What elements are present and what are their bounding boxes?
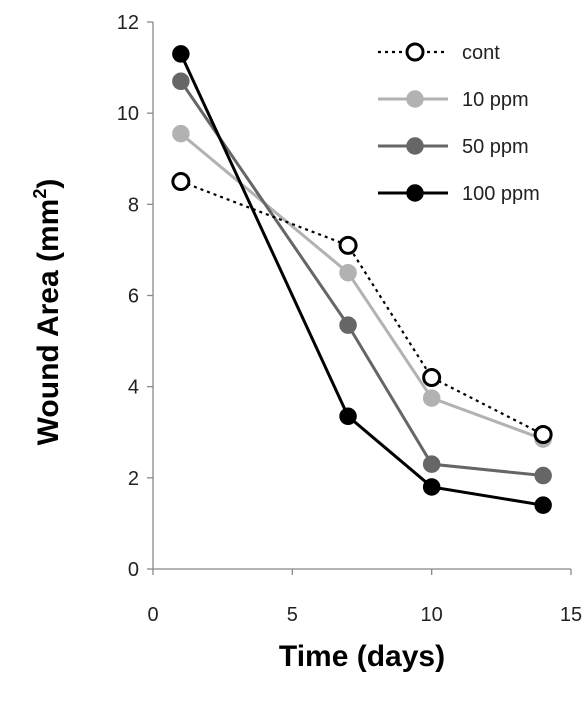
y-axis-title: Wound Area (mm2) [30, 179, 65, 446]
data-point-50-ppm [422, 455, 441, 473]
y-axis-title-superscript: 2 [30, 189, 50, 199]
series-line-cont [180, 180, 544, 436]
legend-marker-100-ppm [406, 184, 424, 202]
legend-label-10-ppm: 10 ppm [462, 89, 529, 111]
data-point-100-ppm [172, 45, 190, 63]
series-line-50-ppm [179, 80, 544, 478]
data-point-cont [338, 235, 358, 255]
data-point-10-ppm [422, 389, 441, 407]
y-tick-label: 6 [128, 286, 139, 308]
series-cont [171, 172, 553, 445]
legend-item-10-ppm: 10 ppm [378, 89, 529, 111]
data-point-100-ppm [339, 407, 357, 426]
data-point-100-ppm [534, 496, 552, 514]
legend-marker-10-ppm [406, 90, 424, 108]
data-point-cont [171, 172, 191, 192]
y-axis-ticks: 0 2 4 6 8 10 12 [117, 12, 153, 581]
data-point-50-ppm [339, 316, 357, 334]
data-point-50-ppm [534, 466, 552, 485]
x-tick-label: 0 [147, 604, 158, 626]
legend-item-50-ppm: 50 ppm [378, 136, 529, 158]
data-point-cont [422, 368, 442, 388]
legend-item-cont: cont [378, 42, 500, 64]
x-tick-label: 5 [287, 604, 298, 626]
x-tick-label: 15 [560, 604, 582, 626]
legend-marker-cont [405, 42, 425, 62]
legend-item-100-ppm: 100 ppm [378, 183, 540, 205]
data-point-10-ppm [339, 263, 357, 282]
data-point-100-ppm [422, 478, 441, 496]
legend-label-50-ppm: 50 ppm [462, 136, 529, 158]
y-tick-label: 8 [128, 194, 139, 216]
y-tick-label: 0 [128, 559, 139, 581]
series-100-ppm [172, 45, 552, 514]
data-point-cont [533, 425, 553, 445]
y-axis-title-close: ) [32, 179, 65, 189]
y-tick-label: 10 [117, 103, 139, 125]
legend: cont 10 ppm 50 ppm 100 ppm [378, 42, 540, 205]
series-50-ppm [172, 72, 552, 485]
data-point-50-ppm [172, 72, 190, 91]
legend-label-cont: cont [462, 42, 500, 64]
x-axis-ticks: 0 5 10 15 [147, 569, 582, 626]
series-10-ppm [172, 124, 552, 448]
series-line-10-ppm [179, 132, 544, 441]
legend-label-100-ppm: 100 ppm [462, 183, 540, 205]
x-tick-label: 10 [421, 604, 443, 626]
y-axis-title-main: Wound Area (mm [32, 199, 65, 446]
y-tick-label: 12 [117, 12, 139, 34]
x-axis-title: Time (days) [279, 640, 445, 673]
data-point-10-ppm [172, 124, 190, 143]
legend-marker-50-ppm [406, 137, 424, 155]
series-layer [171, 45, 553, 514]
series-line-100-ppm [179, 53, 544, 507]
y-tick-label: 4 [128, 377, 139, 399]
y-tick-label: 2 [128, 468, 139, 490]
